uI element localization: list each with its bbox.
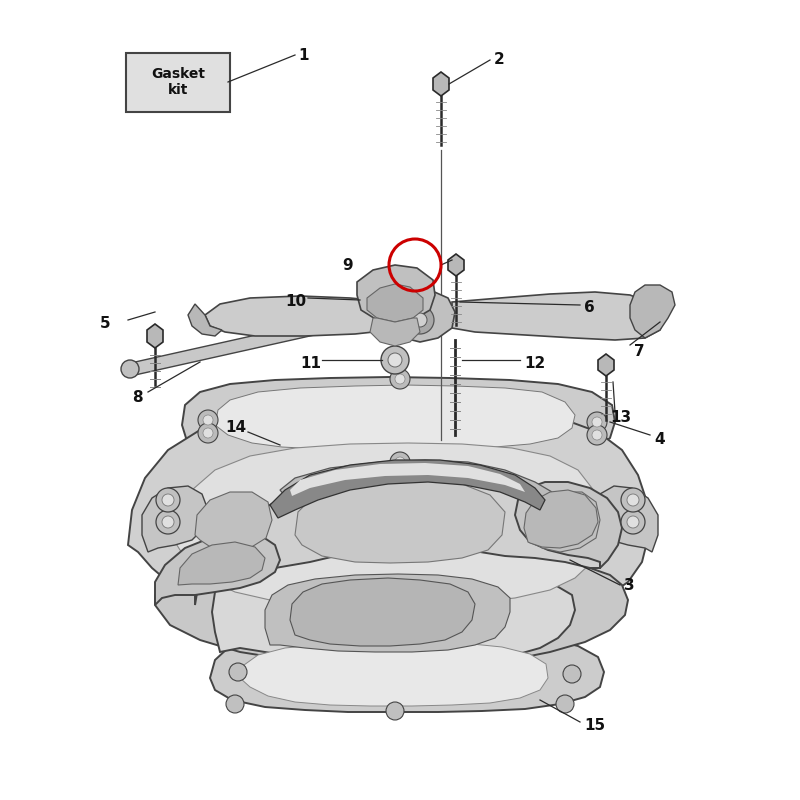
Text: 12: 12 <box>524 357 546 371</box>
Circle shape <box>391 302 409 320</box>
Circle shape <box>592 417 602 427</box>
Text: 15: 15 <box>584 718 605 734</box>
Circle shape <box>592 430 602 440</box>
Circle shape <box>162 516 174 528</box>
Circle shape <box>156 488 180 512</box>
FancyBboxPatch shape <box>126 53 230 111</box>
Polygon shape <box>175 443 602 604</box>
Text: 10: 10 <box>285 294 306 310</box>
Text: 13: 13 <box>610 410 631 426</box>
Circle shape <box>198 423 218 443</box>
Polygon shape <box>195 492 272 552</box>
Circle shape <box>388 353 402 367</box>
Polygon shape <box>452 292 665 340</box>
Polygon shape <box>142 486 208 552</box>
Circle shape <box>162 494 174 506</box>
Circle shape <box>156 510 180 534</box>
Polygon shape <box>178 542 265 585</box>
Circle shape <box>390 369 410 389</box>
Circle shape <box>621 510 645 534</box>
Text: 1: 1 <box>298 47 309 62</box>
Circle shape <box>203 415 213 425</box>
Text: 8: 8 <box>132 390 142 405</box>
Circle shape <box>381 346 409 374</box>
Polygon shape <box>630 285 675 338</box>
Polygon shape <box>390 290 455 342</box>
Text: 4: 4 <box>654 433 665 447</box>
Circle shape <box>395 457 405 467</box>
Polygon shape <box>367 284 423 322</box>
Polygon shape <box>280 460 552 502</box>
Polygon shape <box>210 630 604 712</box>
Polygon shape <box>182 377 615 463</box>
Polygon shape <box>598 354 614 376</box>
Text: 5: 5 <box>100 317 110 331</box>
Polygon shape <box>265 574 510 652</box>
Polygon shape <box>195 470 600 605</box>
Text: Gasket
kit: Gasket kit <box>151 67 205 97</box>
Polygon shape <box>215 385 575 450</box>
Polygon shape <box>155 532 280 605</box>
Circle shape <box>395 374 405 384</box>
Circle shape <box>386 623 404 641</box>
Polygon shape <box>155 544 628 667</box>
Circle shape <box>587 412 607 432</box>
Circle shape <box>627 516 639 528</box>
Polygon shape <box>212 566 575 664</box>
Circle shape <box>621 488 645 512</box>
Circle shape <box>226 695 244 713</box>
Polygon shape <box>290 578 475 646</box>
Polygon shape <box>433 72 449 96</box>
Circle shape <box>563 665 581 683</box>
Polygon shape <box>205 296 392 336</box>
Text: 11: 11 <box>300 357 321 371</box>
Polygon shape <box>357 265 435 324</box>
Polygon shape <box>448 254 464 276</box>
Circle shape <box>406 306 434 334</box>
Circle shape <box>587 425 607 445</box>
Polygon shape <box>370 318 420 346</box>
Polygon shape <box>147 324 163 348</box>
Polygon shape <box>595 486 658 552</box>
Circle shape <box>390 452 410 472</box>
Polygon shape <box>524 490 598 548</box>
Circle shape <box>413 313 427 327</box>
Circle shape <box>627 494 639 506</box>
Polygon shape <box>135 304 395 375</box>
Text: 6: 6 <box>584 301 594 315</box>
Polygon shape <box>128 405 648 623</box>
Text: 9: 9 <box>342 258 353 273</box>
Text: 14: 14 <box>225 421 246 435</box>
Circle shape <box>229 663 247 681</box>
Circle shape <box>203 428 213 438</box>
Text: 3: 3 <box>624 578 634 593</box>
Polygon shape <box>240 642 548 706</box>
Circle shape <box>121 360 139 378</box>
Polygon shape <box>188 304 222 336</box>
Circle shape <box>556 695 574 713</box>
Polygon shape <box>270 460 545 518</box>
Polygon shape <box>290 463 525 496</box>
Polygon shape <box>528 492 600 552</box>
Polygon shape <box>515 482 622 568</box>
Polygon shape <box>295 480 505 563</box>
Circle shape <box>198 410 218 430</box>
Circle shape <box>386 702 404 720</box>
Text: 7: 7 <box>634 345 645 359</box>
Text: 2: 2 <box>494 53 505 67</box>
